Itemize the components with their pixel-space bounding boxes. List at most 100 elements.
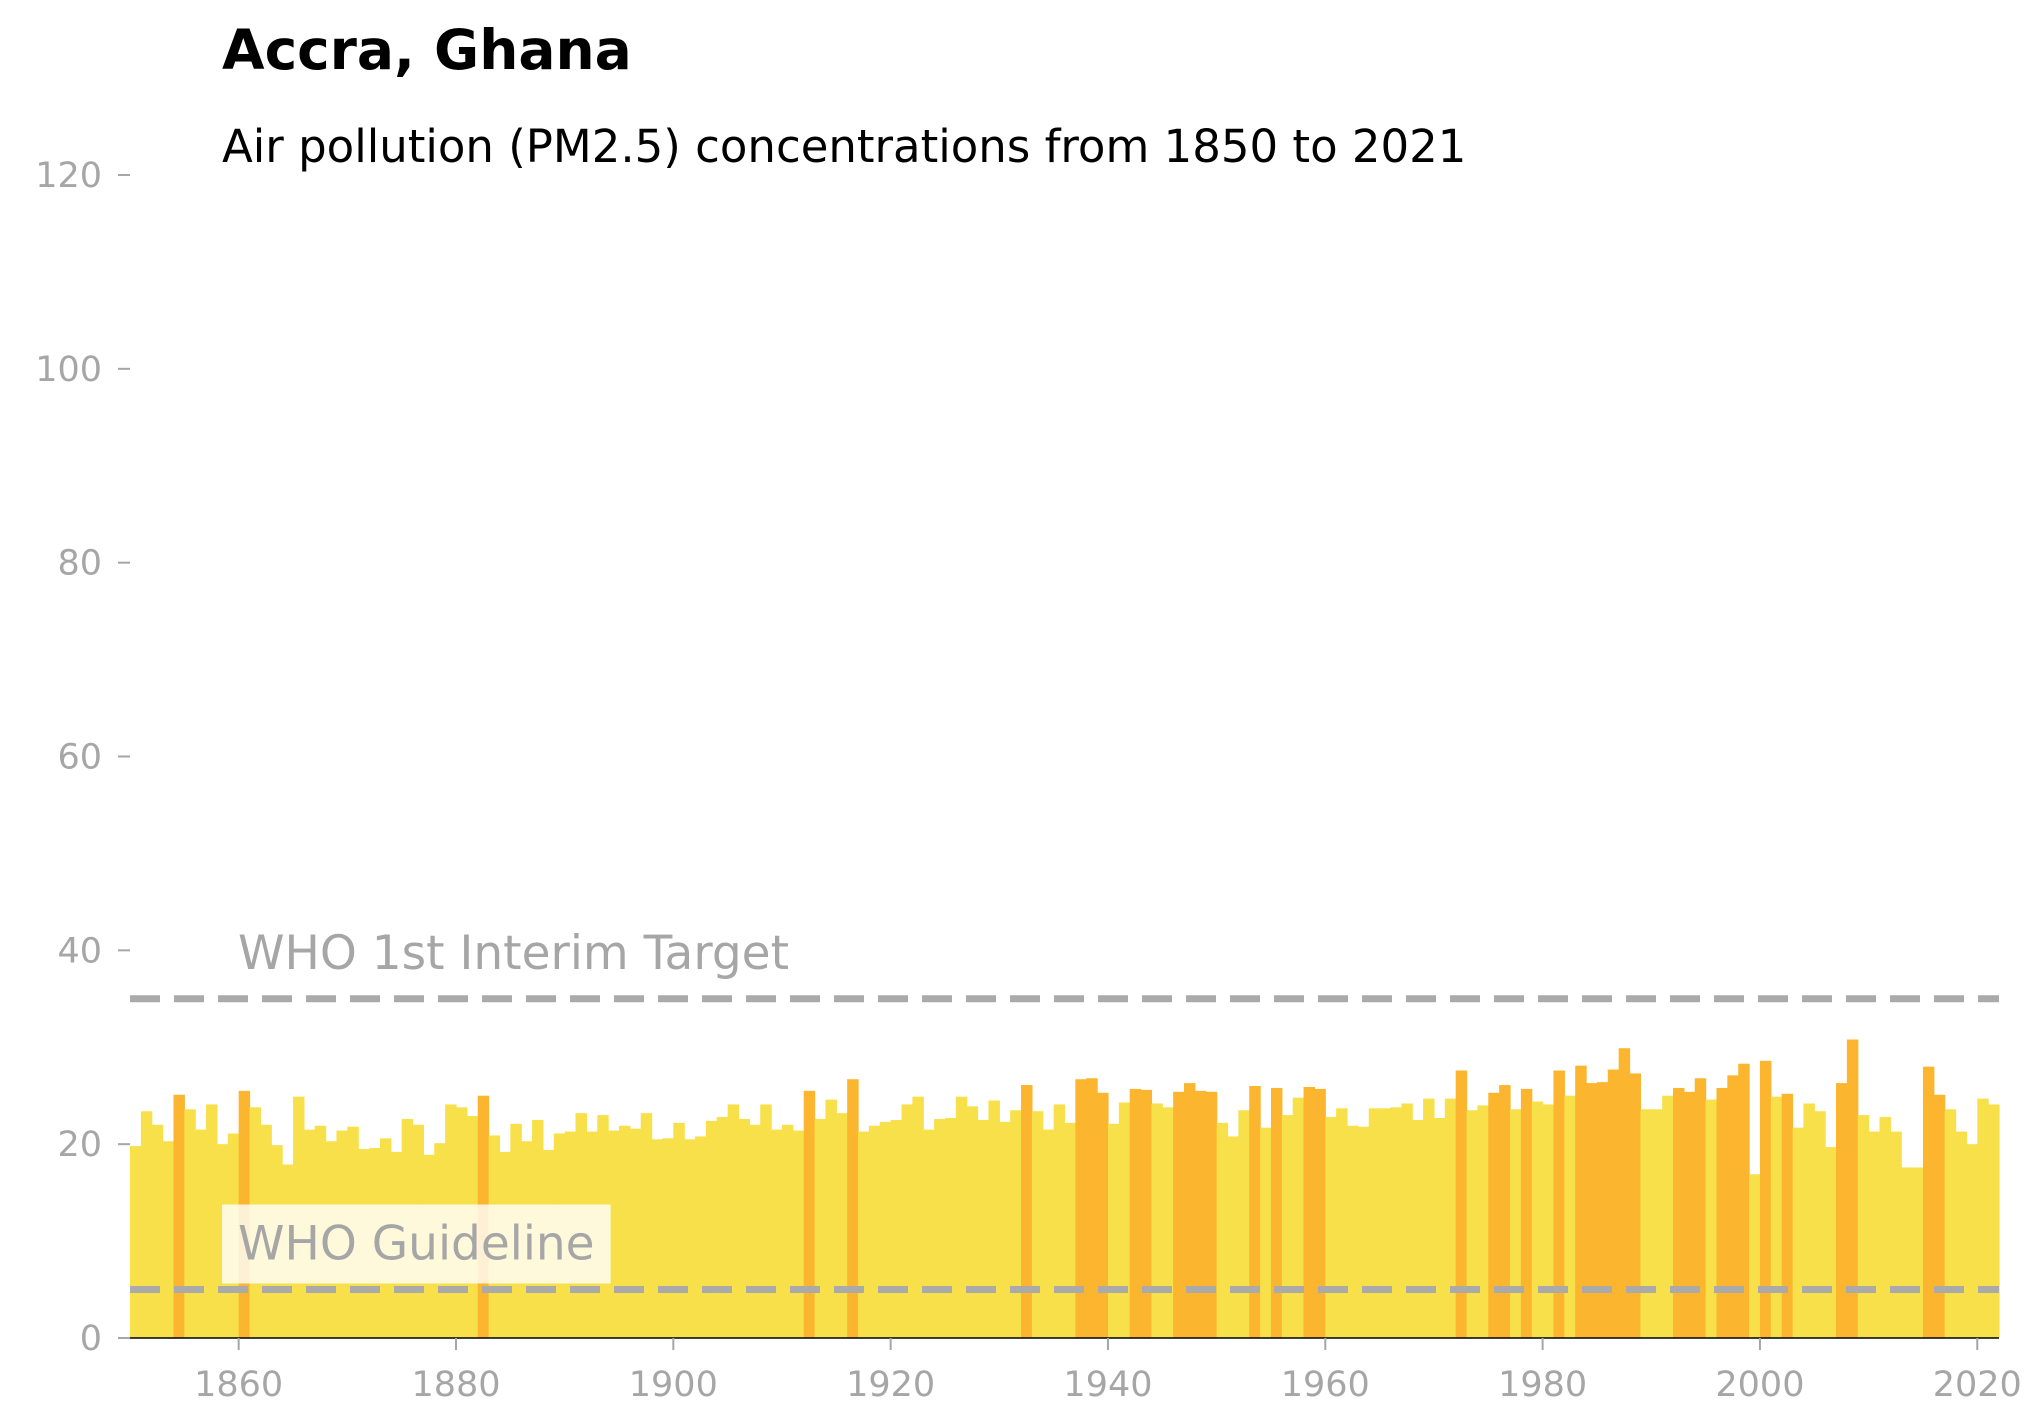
bar-1970 xyxy=(1433,1118,1446,1338)
bar-1853 xyxy=(162,1141,175,1338)
bar-1942 xyxy=(1129,1088,1142,1338)
bar-1987 xyxy=(1618,1048,1631,1338)
bar-1985 xyxy=(1596,1082,1609,1338)
bar-1851 xyxy=(140,1111,153,1338)
bar-2003 xyxy=(1792,1127,1805,1338)
bar-1924 xyxy=(934,1118,946,1338)
bar-2015 xyxy=(1922,1066,1935,1338)
bar-1981 xyxy=(1553,1070,1565,1338)
bar-1949 xyxy=(1205,1091,1218,1338)
bar-1905 xyxy=(727,1104,740,1338)
bar-1957 xyxy=(1292,1097,1305,1338)
bar-1913 xyxy=(814,1118,827,1338)
bar-1934 xyxy=(1042,1129,1055,1338)
bar-1921 xyxy=(901,1104,913,1338)
bar-1930 xyxy=(999,1121,1011,1338)
bar-1897 xyxy=(640,1113,653,1338)
bar-2000 xyxy=(1759,1060,1772,1338)
bar-1946 xyxy=(1173,1091,1185,1338)
bar-1935 xyxy=(1053,1104,1066,1338)
bar-1950 xyxy=(1216,1122,1229,1338)
x-tick-label-1860: 1860 xyxy=(194,1365,283,1405)
bar-1919 xyxy=(879,1121,892,1338)
bar-1964 xyxy=(1368,1108,1381,1338)
bar-1997 xyxy=(1727,1075,1739,1338)
y-axis: 0 20 40 60 80 100 120 xyxy=(35,156,130,1359)
bar-1967 xyxy=(1401,1103,1413,1338)
bar-2001 xyxy=(1770,1096,1783,1338)
bar-1931 xyxy=(1010,1110,1022,1338)
bar-1902 xyxy=(695,1136,707,1338)
chart-subtitle: Air pollution (PM2.5) concentrations fro… xyxy=(222,120,1467,173)
x-tick-label-1940: 1940 xyxy=(1063,1365,1152,1405)
bar-1938 xyxy=(1086,1078,1098,1338)
ref-label-bg-1 xyxy=(222,1204,611,1284)
bar-1988 xyxy=(1629,1073,1642,1338)
bar-1976 xyxy=(1499,1085,1511,1338)
bar-1915 xyxy=(836,1113,848,1338)
y-tick-label-0: 0 xyxy=(80,1319,102,1359)
bar-1906 xyxy=(738,1118,750,1338)
bar-1933 xyxy=(1031,1111,1044,1338)
bar-1857 xyxy=(206,1104,218,1338)
bar-1962 xyxy=(1347,1125,1359,1338)
y-tick-label-40: 40 xyxy=(57,931,102,971)
bar-1979 xyxy=(1531,1101,1544,1338)
y-tick-label-80: 80 xyxy=(57,544,102,584)
bar-1901 xyxy=(684,1139,696,1338)
y-tick-label-120: 120 xyxy=(35,156,102,196)
bar-1917 xyxy=(858,1131,870,1338)
bar-1980 xyxy=(1542,1104,1555,1338)
bar-1983 xyxy=(1575,1065,1587,1338)
bar-1966 xyxy=(1390,1107,1402,1338)
x-tick-label-1880: 1880 xyxy=(411,1365,500,1405)
bar-1994 xyxy=(1694,1078,1707,1338)
bar-2002 xyxy=(1781,1093,1794,1338)
bar-1903 xyxy=(705,1120,718,1338)
bar-1954 xyxy=(1260,1127,1272,1338)
bar-1982 xyxy=(1564,1095,1576,1338)
bar-1995 xyxy=(1705,1099,1718,1338)
bar-1974 xyxy=(1477,1105,1489,1338)
bar-1990 xyxy=(1651,1109,1663,1338)
bar-1959 xyxy=(1314,1088,1326,1338)
bar-1945 xyxy=(1162,1107,1174,1338)
bar-1947 xyxy=(1184,1083,1196,1338)
bar-1928 xyxy=(977,1119,990,1338)
bar-1991 xyxy=(1662,1095,1674,1338)
bar-2021 xyxy=(1988,1104,2000,1338)
bar-2010 xyxy=(1868,1131,1881,1338)
bar-1907 xyxy=(749,1124,761,1338)
bar-1999 xyxy=(1749,1174,1761,1338)
bar-1978 xyxy=(1520,1088,1533,1338)
bars-group xyxy=(130,1039,2000,1338)
bar-1941 xyxy=(1118,1102,1131,1338)
bar-1944 xyxy=(1151,1103,1163,1338)
x-tick-label-2020: 2020 xyxy=(1933,1365,2022,1405)
bar-1911 xyxy=(792,1130,805,1338)
bar-1922 xyxy=(912,1096,924,1338)
bar-1918 xyxy=(868,1125,881,1338)
ref-label-1: WHO Guideline xyxy=(238,1217,595,1272)
bar-1971 xyxy=(1444,1098,1457,1338)
bar-1960 xyxy=(1325,1117,1337,1338)
bar-1932 xyxy=(1021,1085,1033,1338)
bar-1956 xyxy=(1281,1115,1294,1338)
y-tick-label-20: 20 xyxy=(57,1125,102,1165)
bar-2016 xyxy=(1933,1094,1946,1338)
bar-2020 xyxy=(1977,1098,1989,1338)
bar-1989 xyxy=(1640,1109,1652,1338)
bar-1920 xyxy=(890,1119,903,1338)
bar-1963 xyxy=(1357,1126,1370,1338)
x-tick-label-1960: 1960 xyxy=(1281,1365,1370,1405)
bar-1975 xyxy=(1488,1092,1500,1338)
bar-1984 xyxy=(1586,1083,1598,1338)
bar-2006 xyxy=(1825,1147,1837,1338)
bar-1977 xyxy=(1510,1109,1522,1338)
bar-1943 xyxy=(1140,1089,1153,1338)
bar-1986 xyxy=(1607,1069,1620,1338)
bar-1992 xyxy=(1673,1087,1685,1338)
bar-1899 xyxy=(662,1138,674,1338)
bar-2009 xyxy=(1857,1115,1870,1338)
bar-1852 xyxy=(151,1124,164,1338)
